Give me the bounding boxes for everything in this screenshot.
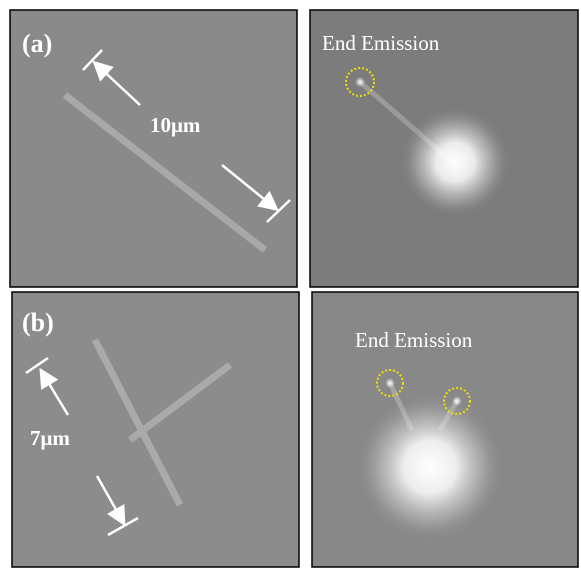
panel-label: (b) xyxy=(22,308,54,337)
emission-label: End Emission xyxy=(322,31,440,55)
figure: 10μm (a) End Emission 7μm (b) End Emissi… xyxy=(0,0,581,569)
emission-glow xyxy=(400,107,510,217)
emission-spot xyxy=(355,77,365,87)
emission-spot xyxy=(452,396,462,406)
emission-spot xyxy=(385,378,395,388)
emission-label: End Emission xyxy=(355,328,473,352)
emission-glow xyxy=(355,392,505,542)
scale-label: 10μm xyxy=(150,113,201,137)
panel-label: (a) xyxy=(22,29,52,58)
scale-label: 7μm xyxy=(30,426,70,450)
